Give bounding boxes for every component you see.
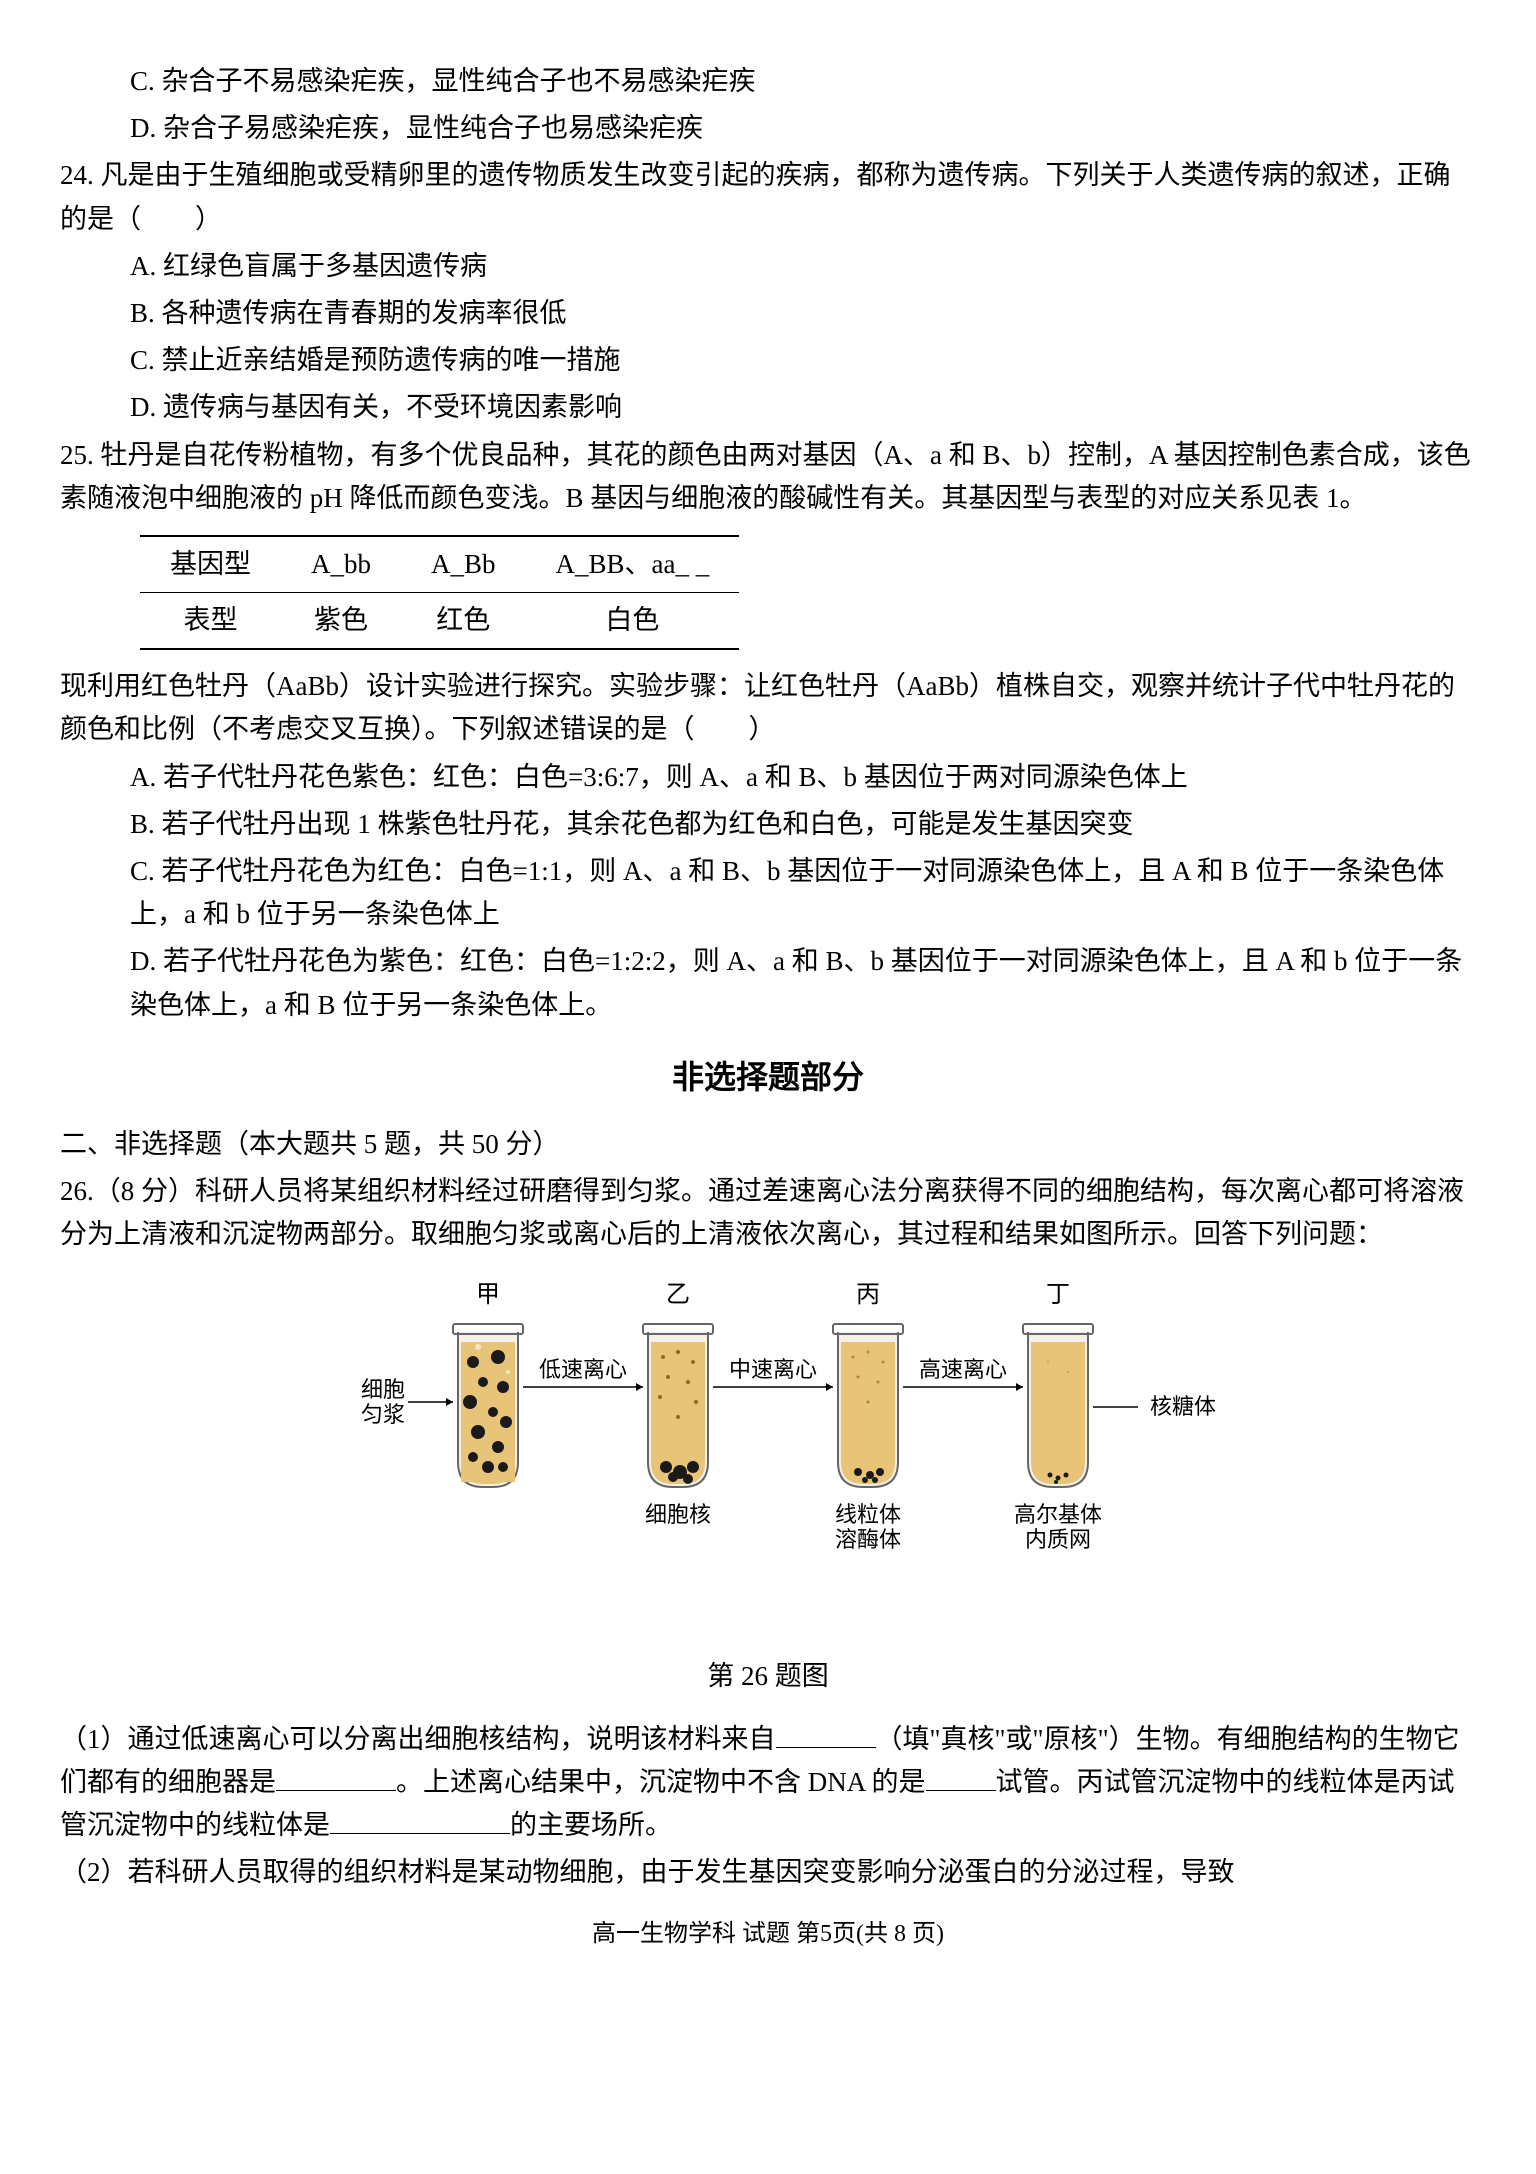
q26-sub2: （2）若科研人员取得的组织材料是某动物细胞，由于发生基因突变影响分泌蛋白的分泌过…	[60, 1851, 1476, 1894]
q26-stem: 26.（8 分）科研人员将某组织材料经过研磨得到匀浆。通过差速离心法分离获得不同…	[60, 1170, 1476, 1256]
section2-title: 非选择题部分	[60, 1052, 1476, 1103]
bottom-label-0: 细胞核	[645, 1502, 711, 1527]
table-header-0: 基因型	[140, 536, 281, 593]
bottom-label-2a: 高尔基体	[1014, 1502, 1102, 1527]
q24-option-c: C. 禁止近亲结婚是预防遗传病的唯一措施	[60, 339, 1476, 382]
table-row-2: 红色	[401, 593, 526, 650]
arrow-label-2: 高速离心	[919, 1357, 1007, 1382]
tube-label-2: 丙	[856, 1282, 880, 1308]
q25-option-a: A. 若子代牡丹花色紫色：红色：白色=3:6:7，则 A、a 和 B、b 基因位…	[60, 756, 1476, 799]
q26-sub1: （1）通过低速离心可以分离出细胞核结构，说明该材料来自（填"真核"或"原核"）生…	[60, 1718, 1476, 1848]
q25-table: 基因型 A_bb A_Bb A_BB、aa_ _ 表型 紫色 红色 白色	[140, 535, 1476, 650]
page-footer: 高一生物学科 试题 第5页(共 8 页)	[60, 1915, 1476, 1953]
tube-label-1: 乙	[666, 1282, 690, 1308]
bottom-label-1a: 线粒体	[835, 1502, 901, 1527]
q24-option-b: B. 各种遗传病在青春期的发病率很低	[60, 292, 1476, 335]
q25-option-d: D. 若子代牡丹花色为紫色：红色：白色=1:2:2，则 A、a 和 B、b 基因…	[60, 940, 1476, 1026]
table-row-1: 紫色	[281, 593, 401, 650]
diagram-caption: 第 26 题图	[60, 1655, 1476, 1698]
input-label-2: 匀浆	[361, 1402, 405, 1427]
output-label: 核糖体	[1150, 1394, 1216, 1419]
tube-label-3: 丁	[1046, 1282, 1070, 1308]
q24-stem: 24. 凡是由于生殖细胞或受精卵里的遗传物质发生改变引起的疾病，都称为遗传病。下…	[60, 154, 1476, 240]
q25-option-b: B. 若子代牡丹出现 1 株紫色牡丹花，其余花色都为红色和白色，可能是发生基因突…	[60, 803, 1476, 846]
table-row-3: 白色	[526, 593, 740, 650]
table-header-1: A_bb	[281, 536, 401, 593]
q26-diagram: 甲 乙 丙 丁 细胞 匀浆	[60, 1277, 1476, 1698]
table-header-3: A_BB、aa_ _	[526, 536, 740, 593]
table-header-2: A_Bb	[401, 536, 526, 593]
table-row-0: 表型	[140, 593, 281, 650]
arrow-label-1: 中速离心	[729, 1357, 817, 1382]
q23-option-c: C. 杂合子不易感染疟疾，显性纯合子也不易感染疟疾	[60, 60, 1476, 103]
tube-label-0: 甲	[476, 1282, 500, 1308]
bottom-label-1b: 溶酶体	[835, 1527, 901, 1552]
q25-stem2: 现利用红色牡丹（AaBb）设计实验进行探究。实验步骤：让红色牡丹（AaBb）植株…	[60, 665, 1476, 751]
q25-option-c: C. 若子代牡丹花色为红色：白色=1:1，则 A、a 和 B、b 基因位于一对同…	[60, 850, 1476, 936]
q24-option-d: D. 遗传病与基因有关，不受环境因素影响	[60, 386, 1476, 429]
arrow-label-0: 低速离心	[539, 1357, 627, 1382]
q25-stem1: 25. 牡丹是自花传粉植物，有多个优良品种，其花的颜色由两对基因（A、a 和 B…	[60, 434, 1476, 520]
input-label-1: 细胞	[361, 1377, 405, 1402]
bottom-label-2b: 内质网	[1025, 1527, 1091, 1552]
section2-subtitle: 二、非选择题（本大题共 5 题，共 50 分）	[60, 1123, 1476, 1166]
q23-option-d: D. 杂合子易感染疟疾，显性纯合子也易感染疟疾	[60, 107, 1476, 150]
q24-option-a: A. 红绿色盲属于多基因遗传病	[60, 245, 1476, 288]
